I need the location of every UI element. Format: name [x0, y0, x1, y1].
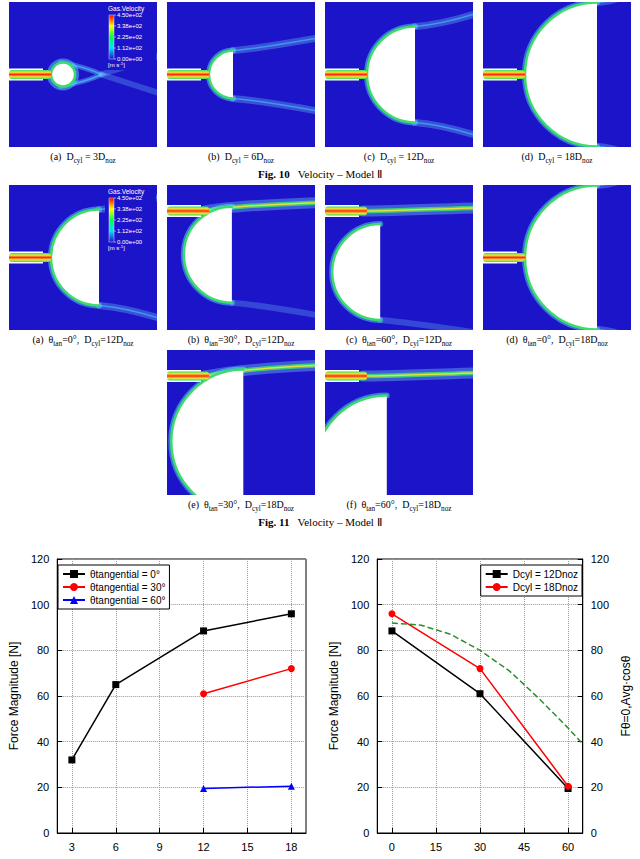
svg-text:0.00e+00: 0.00e+00: [117, 239, 143, 245]
svg-text:6: 6: [113, 841, 119, 853]
svg-text:100: 100: [351, 599, 369, 611]
svg-text:(d) θtan=0°, Dcyl=18Dnoz: (d) θtan=0°, Dcyl=18Dnoz: [506, 334, 608, 348]
svg-text:40: 40: [591, 736, 603, 748]
svg-text:(b) Dcyl = 6Dnoz: (b) Dcyl = 6Dnoz: [208, 151, 274, 165]
svg-text:60: 60: [37, 690, 49, 702]
svg-text:80: 80: [591, 644, 603, 656]
svg-text:(a) θtan=0°, Dcyl=12Dnoz: (a) θtan=0°, Dcyl=12Dnoz: [32, 334, 133, 348]
svg-text:2.25e+02: 2.25e+02: [117, 34, 143, 40]
svg-text:120: 120: [351, 553, 369, 565]
svg-text:4.50e+02: 4.50e+02: [117, 12, 143, 18]
svg-text:15: 15: [241, 841, 253, 853]
svg-text:1.12e+02: 1.12e+02: [117, 45, 143, 51]
svg-text:(c) θtan=60°, Dcyl=12Dnoz: (c) θtan=60°, Dcyl=12Dnoz: [346, 334, 452, 348]
svg-text:3.38e+02: 3.38e+02: [117, 23, 143, 29]
svg-text:30: 30: [474, 841, 486, 853]
svg-text:2.25e+02: 2.25e+02: [117, 217, 143, 223]
svg-text:45: 45: [518, 841, 530, 853]
svg-text:12: 12: [197, 841, 209, 853]
svg-text:θtangential = 0°: θtangential = 0°: [90, 569, 160, 580]
svg-text:20: 20: [37, 781, 49, 793]
svg-text:9: 9: [157, 841, 163, 853]
svg-text:Gas.Velocity: Gas.Velocity: [108, 5, 145, 12]
svg-text:60: 60: [357, 690, 369, 702]
svg-text:(a) Dcyl = 3Dnoz: (a) Dcyl = 3Dnoz: [50, 151, 115, 165]
svg-text:20: 20: [591, 781, 603, 793]
svg-text:100: 100: [591, 599, 609, 611]
svg-text:(f) θtan=60°, Dcyl=18Dnoz: (f) θtan=60°, Dcyl=18Dnoz: [347, 499, 452, 513]
svg-text:15: 15: [430, 841, 442, 853]
svg-text:Dcyl = 12Dnoz: Dcyl = 12Dnoz: [513, 569, 578, 580]
svg-text:Fig. 10Velocity – Model Ⅱ: Fig. 10Velocity – Model Ⅱ: [258, 168, 382, 180]
svg-text:4.50e+02: 4.50e+02: [117, 195, 143, 201]
svg-text:1.12e+02: 1.12e+02: [117, 228, 143, 234]
svg-text:60: 60: [562, 841, 574, 853]
svg-text:120: 120: [591, 553, 609, 565]
svg-text:18: 18: [285, 841, 297, 853]
svg-text:Dcyl = 18Dnoz: Dcyl = 18Dnoz: [513, 582, 578, 593]
svg-text:3: 3: [69, 841, 75, 853]
svg-text:100: 100: [31, 599, 49, 611]
svg-text:60: 60: [591, 690, 603, 702]
svg-text:40: 40: [357, 736, 369, 748]
svg-text:Force Magnitude [N]: Force Magnitude [N]: [7, 642, 21, 751]
svg-text:Force Magnitude [N]: Force Magnitude [N]: [327, 642, 341, 751]
svg-text:20: 20: [357, 781, 369, 793]
svg-text:[m s-1]: [m s-1]: [108, 61, 125, 68]
svg-text:Gas.Velocity: Gas.Velocity: [108, 188, 145, 195]
svg-text:[m s-1]: [m s-1]: [108, 244, 125, 251]
svg-text:(e) θtan=30°, Dcyl=18Dnoz: (e) θtan=30°, Dcyl=18Dnoz: [188, 499, 294, 513]
svg-text:120: 120: [31, 553, 49, 565]
svg-text:(d) Dcyl = 18Dnoz: (d) Dcyl = 18Dnoz: [522, 151, 593, 165]
svg-text:80: 80: [37, 644, 49, 656]
svg-text:(b) θtan=30°, Dcyl=12Dnoz: (b) θtan=30°, Dcyl=12Dnoz: [188, 334, 295, 348]
svg-text:0: 0: [389, 841, 395, 853]
svg-text:40: 40: [37, 736, 49, 748]
svg-text:80: 80: [357, 644, 369, 656]
svg-text:Fig. 11Velocity – Model Ⅱ: Fig. 11Velocity – Model Ⅱ: [258, 516, 381, 528]
svg-text:0: 0: [363, 827, 369, 839]
svg-text:Fθ=0,Avg·cosθ: Fθ=0,Avg·cosθ: [619, 655, 633, 736]
svg-text:θtangential = 60°: θtangential = 60°: [90, 595, 165, 606]
svg-text:0.00e+00: 0.00e+00: [117, 56, 143, 62]
svg-text:3.38e+02: 3.38e+02: [117, 206, 143, 212]
svg-text:0: 0: [43, 827, 49, 839]
svg-text:0: 0: [591, 827, 597, 839]
svg-text:(c) Dcyl = 12Dnoz: (c) Dcyl = 12Dnoz: [364, 151, 434, 165]
svg-text:θtangential = 30°: θtangential = 30°: [90, 582, 165, 593]
